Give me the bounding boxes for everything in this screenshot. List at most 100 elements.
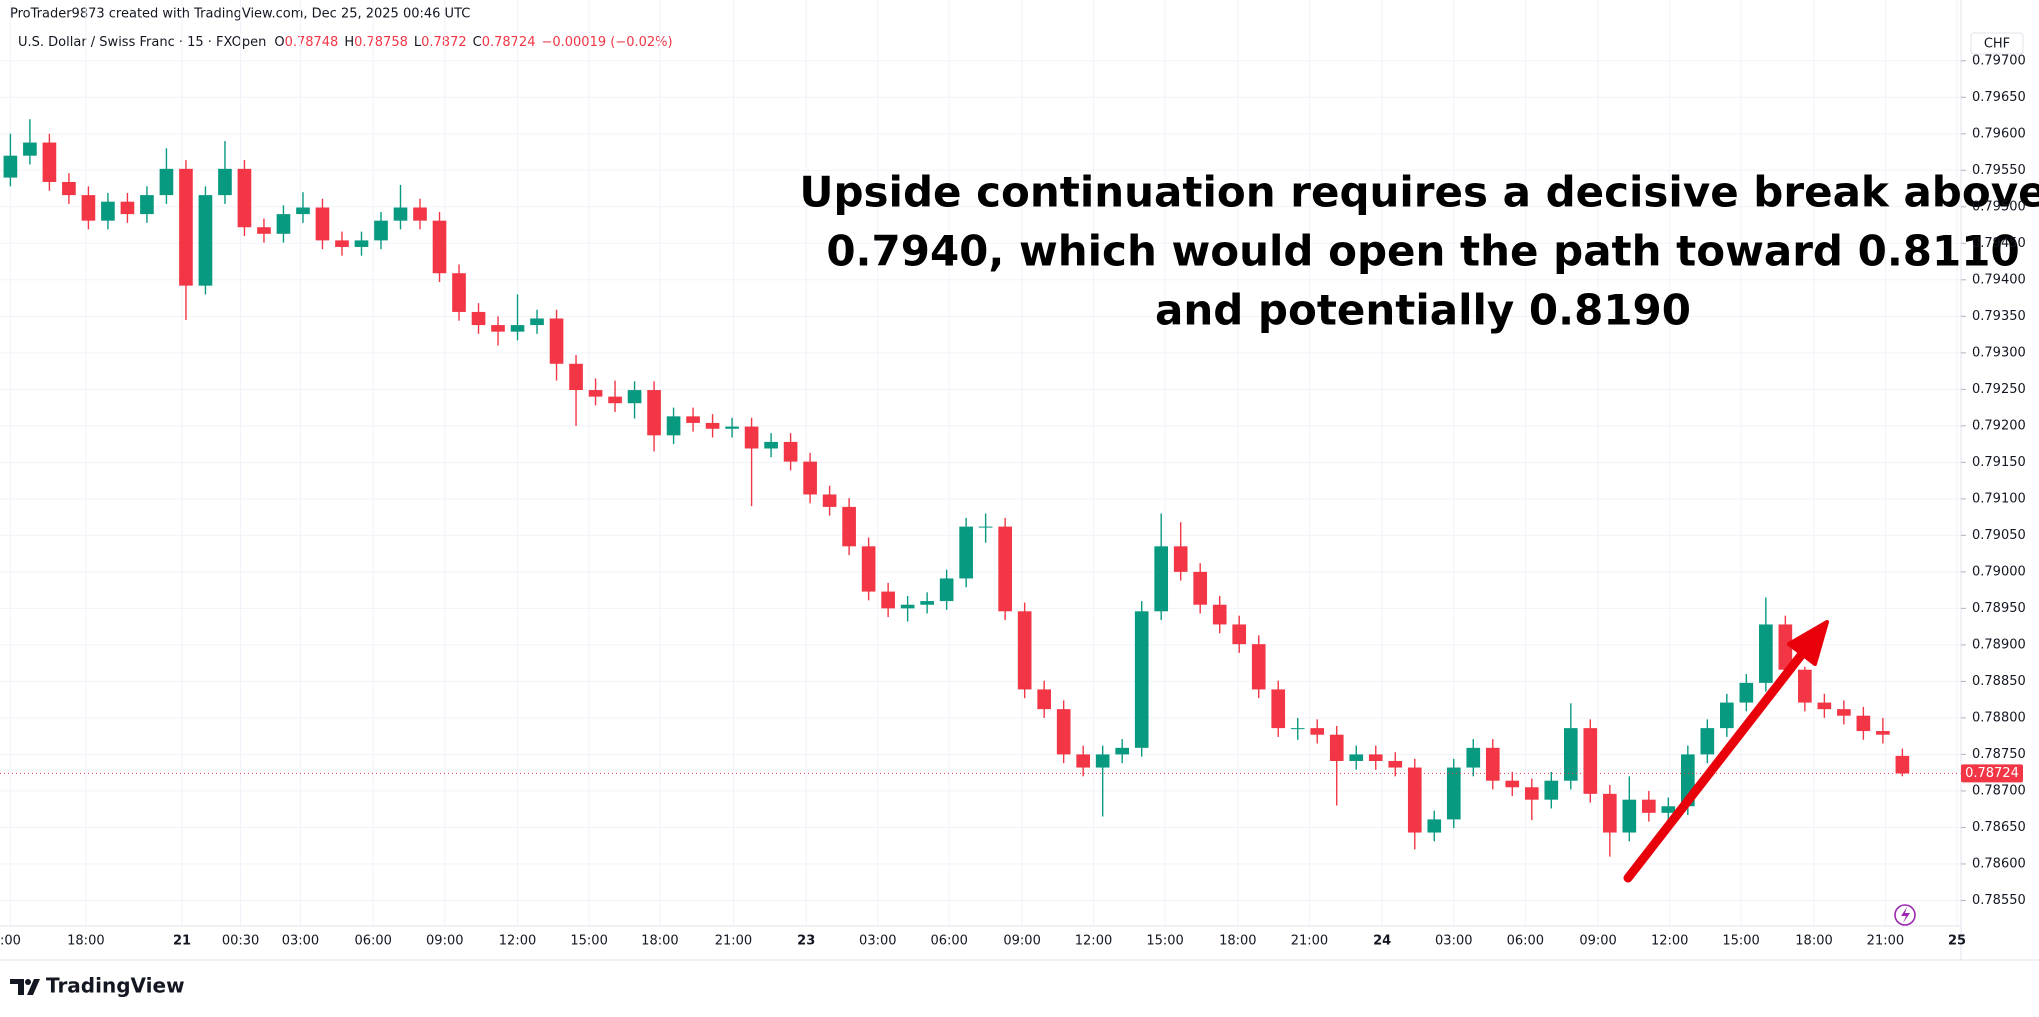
candle-body [998,526,1012,612]
candle-body [1329,734,1344,761]
candle-body [1388,760,1403,768]
candle-body [1759,624,1773,683]
y-tick-label: 0.79250 [1972,382,2026,397]
o-value: 0.78748 [285,35,339,50]
candle-body [218,168,232,196]
candle-body [725,426,739,429]
x-tick-label: 12:00 [1075,934,1112,949]
y-tick-label: 0.78850 [1972,674,2026,689]
y-tick-label: 0.79100 [1972,491,2026,506]
candle-body [1700,728,1715,755]
annotation-line: 0.7940, which would open the path toward… [826,227,2019,276]
candle-body [1212,604,1227,625]
candle-body [1798,669,1812,703]
c-value: 0.78724 [482,35,536,50]
candle-body [452,273,466,312]
x-tick-label: 03:00 [1435,934,1472,949]
y-tick-label: 0.78550 [1972,893,2026,908]
candle-body [861,546,876,592]
x-tick-label: 06:00 [354,934,391,949]
h-value: 0.78758 [354,35,408,50]
candle-body [1602,793,1617,833]
candle-body [413,207,427,221]
candle-body [569,363,583,391]
last-price-box [1961,764,2023,783]
candle-body [1544,780,1559,800]
candle-body [744,426,759,449]
candle-body [1232,624,1247,645]
x-tick-label: 23 [797,934,815,949]
arrow [1623,649,1807,883]
candle-body [705,422,720,429]
y-tick-label: 0.79400 [1972,272,2026,287]
x-tick-label: :00 [0,934,21,949]
x-tick-label: 03:00 [859,934,896,949]
candle-body [276,214,291,234]
candle-body [803,461,817,495]
candle-body [783,441,798,462]
candle-body [1134,611,1149,748]
annotation: Upside continuation requires a decisive … [799,168,2039,335]
change: −0.00019 (−0.02%) [541,35,672,50]
candle-body [296,207,310,215]
x-tick-label: 21 [173,934,191,949]
y-tick-label: 0.79500 [1972,199,2026,214]
candle-body [179,168,193,286]
annotation-line: and potentially 0.8190 [1155,286,1691,335]
brand: TradingView [46,974,185,998]
x-tick-label: 06:00 [930,934,967,949]
candle-body [764,441,778,449]
x-tick-label: 18:00 [1219,934,1256,949]
candle-body [1778,624,1793,670]
candle-body [978,526,993,528]
candle-body [1856,715,1871,732]
candle-body [1271,689,1286,729]
x-tick-label: 03:00 [282,934,319,949]
candle-body [1251,644,1266,690]
candle-body [1837,709,1851,716]
candle-body [374,220,388,241]
logo-dot [25,979,31,985]
y-tick-label: 0.78750 [1972,747,2026,762]
x-tick-label: 15:00 [570,934,607,949]
x-tick-label: 25 [1948,934,1966,949]
candle-body [666,416,681,436]
candle-body [1056,709,1071,755]
candle-body [900,604,915,609]
candle-body [1524,787,1539,800]
arrow-head [1787,620,1829,666]
candle-body [588,390,603,397]
y-tick-label: 0.78700 [1972,783,2026,798]
y-tick-label: 0.78900 [1972,637,2026,652]
y-tick-label: 0.78600 [1972,856,2026,871]
l-label: L [414,35,422,50]
x-tick-label: 18:00 [67,934,104,949]
candle-body [959,526,973,579]
candle-body [1076,754,1091,768]
candle-body [393,207,408,221]
symbol: U.S. Dollar / Swiss Franc · 15 · FXOpen [18,35,266,50]
candle-body [1622,799,1637,833]
alert-icon[interactable] [1894,904,1916,926]
candle-body [315,207,330,241]
candle-body [1563,728,1578,781]
currency-box[interactable] [1970,32,2024,55]
y-tick-label: 0.79600 [1972,126,2026,141]
grid [0,0,1961,926]
candle-body [1017,611,1032,690]
x-tick-label: 00:30 [222,934,259,949]
candle-body [198,195,213,286]
candle-body [1817,702,1832,710]
y-tick-label: 0.79200 [1972,418,2026,433]
x-tick-label: 21:00 [1867,934,1904,949]
x-tick-label: 18:00 [1795,934,1832,949]
candle-body [822,494,837,507]
candle-body [1310,728,1325,735]
candle-body [1349,754,1364,761]
x-tick-label: 21:00 [715,934,752,949]
logo[interactable] [10,979,40,995]
bolt [1901,907,1910,923]
h-label: H [344,35,354,50]
candle-body [257,227,271,234]
